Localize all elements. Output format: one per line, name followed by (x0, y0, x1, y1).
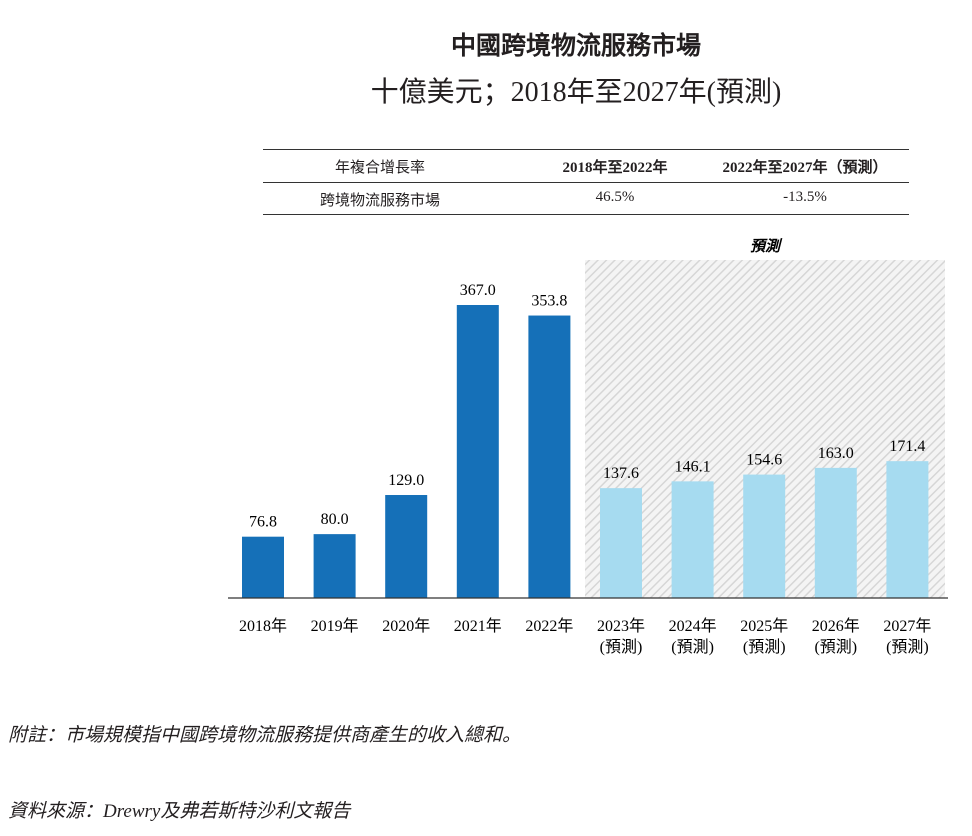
x-tick-label: (預測) (743, 638, 786, 656)
data-label: 154.6 (746, 452, 782, 469)
x-tick-label: (預測) (886, 638, 929, 656)
data-label: 163.0 (818, 445, 854, 462)
table-cell-cagr2: -13.5% (783, 189, 827, 205)
x-tick-label: (預測) (814, 638, 857, 656)
table-header-period2: 2022年至2027年（預測） (722, 160, 888, 176)
data-label: 76.8 (249, 514, 277, 531)
x-tick-label: 2020年 (382, 617, 430, 635)
data-label: 367.0 (460, 282, 496, 299)
bar (528, 315, 571, 598)
bar (385, 495, 428, 598)
table-cell-cagr1: 46.5% (595, 189, 635, 205)
bar (600, 488, 642, 598)
x-tick-label: (預測) (600, 638, 643, 656)
x-tick-label: 2025年 (740, 617, 788, 635)
bar (242, 536, 284, 598)
x-tick-label: 2026年 (812, 617, 860, 635)
bar (313, 534, 356, 598)
forecast-label: 預測 (750, 237, 783, 255)
bar-chart: 預測 76.8 2018年 80.0 2019年 129.0 2020年 367.0 2021… (228, 237, 948, 656)
x-tick-label: 2023年 (597, 617, 645, 635)
x-tick-label: 2021年 (454, 617, 502, 635)
x-tick-label: 2019年 (311, 617, 359, 635)
x-tick-label: 2027年 (883, 617, 931, 635)
bar (456, 305, 499, 598)
x-tick-label: 2024年 (669, 617, 717, 635)
data-label: 137.6 (603, 465, 639, 482)
data-label: 129.0 (388, 472, 424, 489)
data-label: 353.8 (531, 293, 567, 310)
data-label: 146.1 (675, 458, 711, 475)
x-tick-label: 2018年 (239, 617, 287, 635)
source-note: 資料來源：Drewry及弗若斯特沙利文報告 (8, 801, 351, 822)
table-header-period1: 2018年至2022年 (562, 160, 668, 176)
chart-title: 中國跨境物流服務市場 (450, 31, 701, 60)
x-tick-label: (預測) (671, 638, 714, 656)
table-top-rule (263, 149, 909, 150)
footnote: 附註：市場規模指中國跨境物流服務提供商產生的收入總和。 (8, 725, 522, 746)
table-header-label: 年複合增長率 (334, 158, 425, 176)
table-row-label: 跨境物流服務市場 (319, 191, 440, 209)
table-mid-rule (263, 182, 909, 183)
table-bottom-rule (263, 214, 909, 215)
data-label: 171.4 (889, 438, 925, 455)
x-tick-label: 2022年 (525, 617, 573, 635)
bar (671, 481, 714, 598)
bar (886, 461, 929, 598)
bar (743, 474, 786, 598)
chart-subtitle: 十億美元；2018年至2027年(預測) (370, 77, 782, 108)
data-label: 80.0 (321, 511, 349, 528)
bar (814, 467, 857, 598)
